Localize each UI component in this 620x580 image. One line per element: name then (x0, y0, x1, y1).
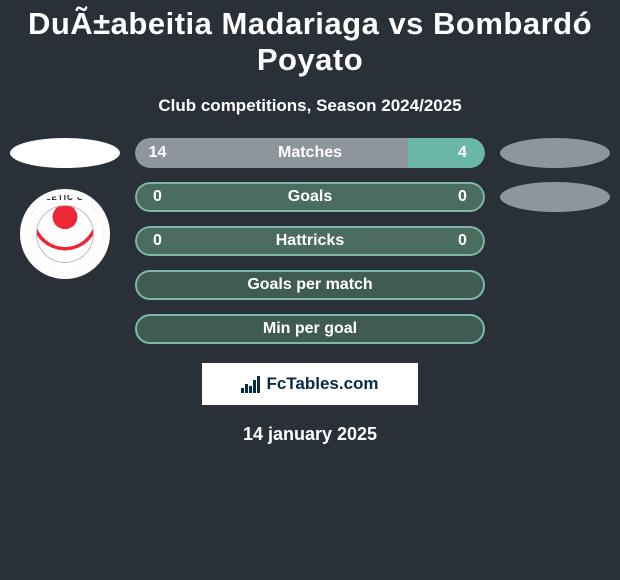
stat-label: Goals per match (247, 276, 372, 294)
stat-label: Goals (180, 188, 440, 206)
empty-slot (10, 270, 120, 300)
date-text: 14 january 2025 (0, 424, 620, 445)
club-arc-text: ATHLETIC CLUB (22, 193, 108, 227)
stat-row-mpg: Min per goal (10, 314, 610, 344)
stat-label: Hattricks (180, 232, 440, 250)
branding-text: FcTables.com (266, 374, 378, 394)
right-player-badge (500, 182, 610, 212)
stat-bar-goals: 0 Goals 0 (135, 182, 485, 212)
branding-box: FcTables.com (201, 362, 419, 406)
empty-slot (10, 226, 120, 256)
empty-slot (500, 270, 610, 300)
stat-value-right: 4 (440, 144, 485, 162)
empty-slot (10, 314, 120, 344)
stat-value-left: 0 (135, 232, 180, 250)
stat-bar-mpg: Min per goal (135, 314, 485, 344)
bar-chart-icon (241, 375, 261, 393)
stat-value-left: 14 (135, 144, 180, 162)
empty-slot (500, 226, 610, 256)
stat-label: Matches (180, 144, 440, 162)
stat-label: Min per goal (263, 320, 357, 338)
stat-bar-hattricks: 0 Hattricks 0 (135, 226, 485, 256)
page-title: DuÃ±abeitia Madariaga vs Bombardó Poyato (0, 6, 620, 78)
stat-value-right: 0 (440, 232, 485, 250)
empty-slot (500, 314, 610, 344)
stat-row-hattricks: 0 Hattricks 0 (10, 226, 610, 256)
left-player-badge (10, 138, 120, 168)
stat-value-left: 0 (135, 188, 180, 206)
stat-row-matches: 14 Matches 4 (10, 138, 610, 168)
stat-row-goals: ATHLETIC CLUB 0 Goals 0 (10, 182, 610, 212)
stat-bar-gpm: Goals per match (135, 270, 485, 300)
stat-bar-matches: 14 Matches 4 (135, 138, 485, 168)
stat-value-right: 0 (440, 188, 485, 206)
stat-row-gpm: Goals per match (10, 270, 610, 300)
right-player-badge (500, 138, 610, 168)
subtitle: Club competitions, Season 2024/2025 (0, 96, 620, 116)
